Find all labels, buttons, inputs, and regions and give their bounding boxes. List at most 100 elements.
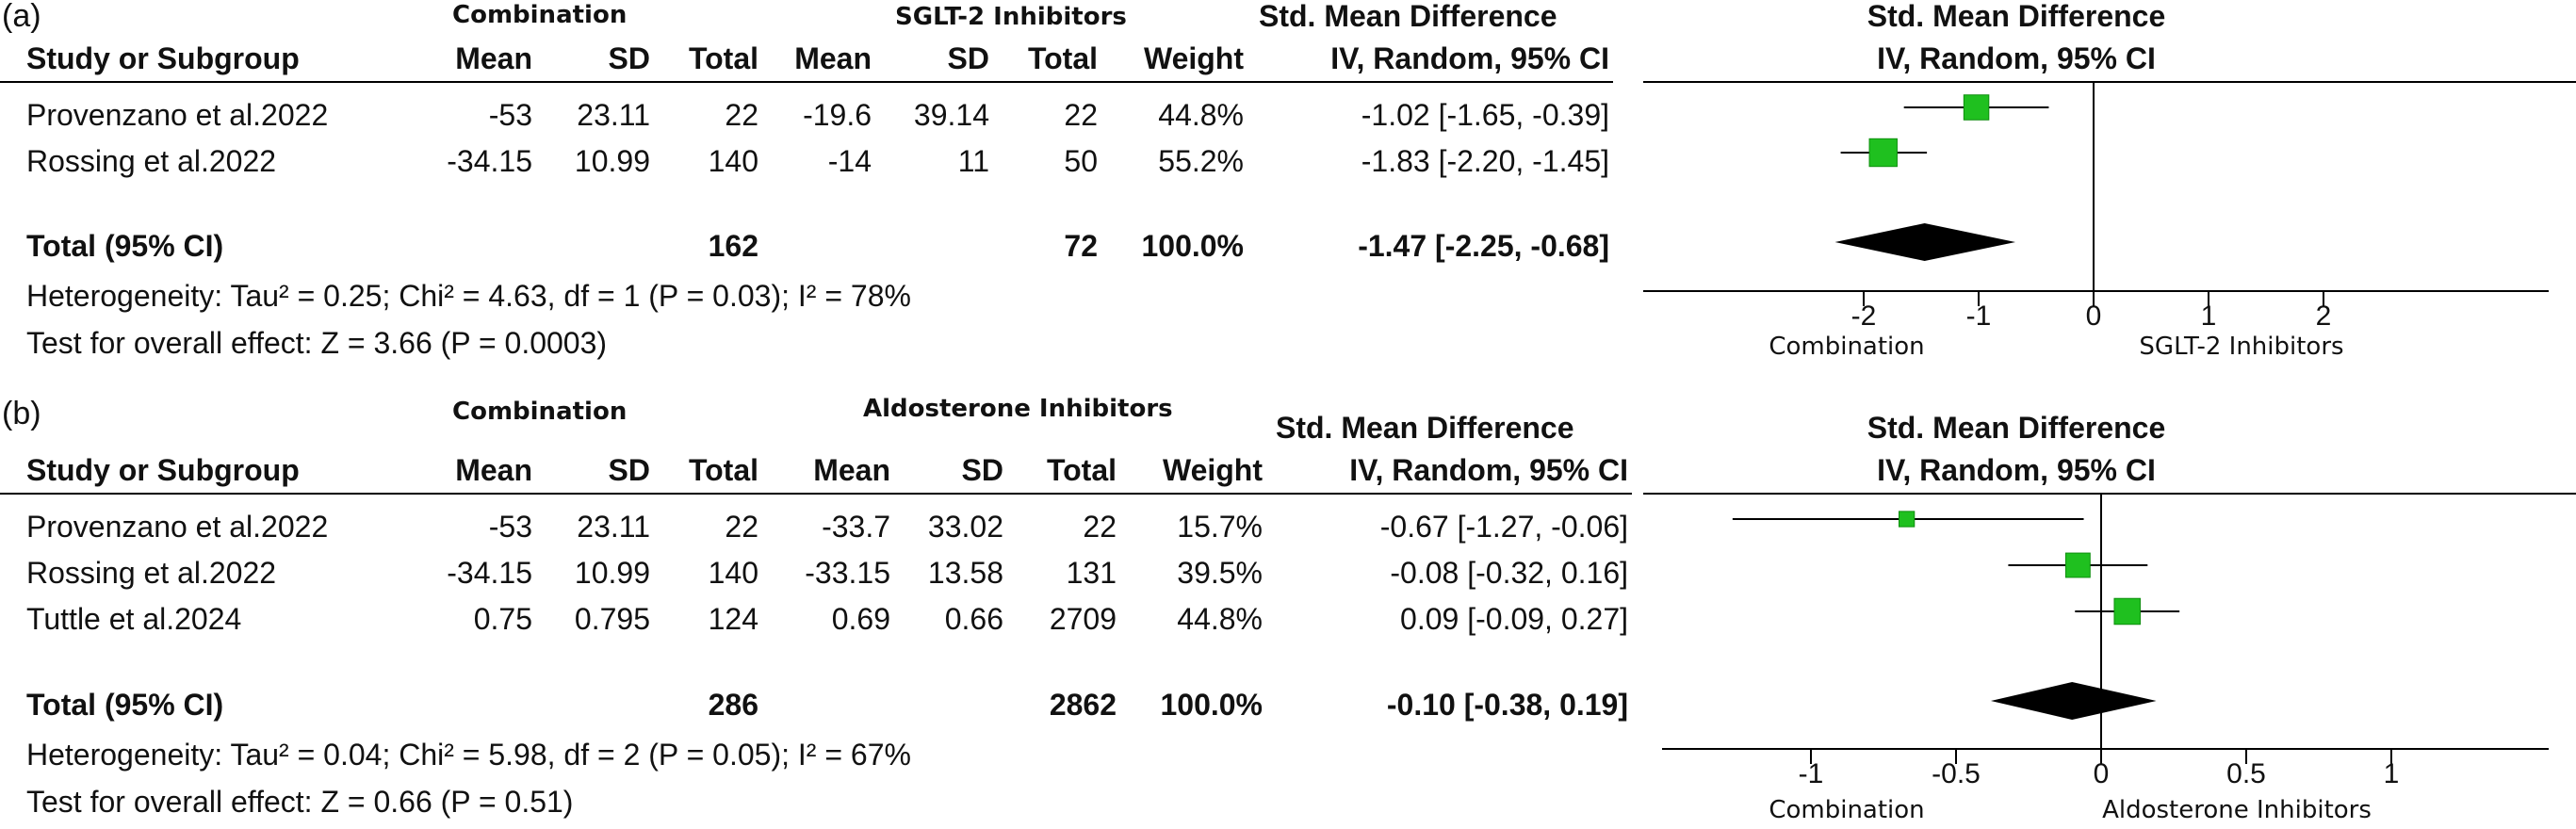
x-tick-label: 0: [2086, 301, 2102, 332]
study-name: Rossing et al.2022: [26, 144, 277, 178]
effect-square: [1898, 511, 1916, 528]
col-total2: Total: [1027, 41, 1098, 75]
x-tick-label: 1: [2384, 758, 2400, 789]
mean2: 0.69: [831, 602, 890, 636]
sd2: 33.02: [927, 510, 1003, 544]
effect-square: [1868, 138, 1898, 168]
total2: 22: [1064, 98, 1098, 132]
sd2: 39.14: [913, 98, 989, 132]
panel-label: (a): [2, 0, 41, 34]
x-tick-label: -2: [1851, 301, 1877, 332]
panel-label: (b): [2, 396, 41, 431]
total2: 131: [1066, 556, 1117, 590]
col-total2: Total: [1046, 453, 1117, 487]
mean2: -33.15: [805, 556, 890, 590]
plot-subtitle: IV, Random, 95% CI: [1877, 41, 2156, 75]
ci-text: -1.02 [-1.65, -0.39]: [1361, 98, 1609, 132]
favours-right-label: Aldosterone Inhibitors: [2102, 796, 2372, 824]
pooled-diamond: [1990, 682, 2157, 720]
col-total1: Total: [688, 41, 758, 75]
effect-square: [2113, 597, 2141, 626]
col-sd2: SD: [947, 41, 989, 75]
study-name: Rossing et al.2022: [26, 556, 277, 590]
overall-effect-text: Test for overall effect: Z = 3.66 (P = 0…: [26, 326, 608, 360]
total-label: Total (95% CI): [26, 229, 224, 263]
group2-header: SGLT-2 Inhibitors: [895, 3, 1127, 31]
x-tick-label: 0: [2094, 758, 2110, 789]
total2: 2709: [1049, 602, 1117, 636]
col-mean1: Mean: [455, 453, 532, 487]
overall-effect-text: Test for overall effect: Z = 0.66 (P = 0…: [26, 785, 574, 819]
total2: 22: [1083, 510, 1117, 544]
ci-text: -0.08 [-0.32, 0.16]: [1390, 556, 1628, 590]
header-divider: [0, 493, 1632, 495]
total1: 140: [708, 144, 758, 178]
sd2: 11: [957, 144, 989, 178]
weight: 55.2%: [1158, 144, 1244, 178]
mean1: -34.15: [447, 556, 532, 590]
total1: 140: [708, 556, 758, 590]
sd1: 10.99: [574, 144, 650, 178]
study-name: Provenzano et al.2022: [26, 98, 329, 132]
effect-square: [2064, 552, 2091, 578]
mean2: -14: [827, 144, 872, 178]
col-effect-sub: IV, Random, 95% CI: [1330, 41, 1609, 75]
effect-square: [1963, 94, 1990, 121]
total1: 22: [725, 98, 758, 132]
col-mean1: Mean: [455, 41, 532, 75]
col-study: Study or Subgroup: [26, 453, 300, 487]
pooled-diamond: [1834, 223, 2016, 261]
col-sd1: SD: [608, 41, 650, 75]
total-label: Total (95% CI): [26, 688, 224, 722]
col-total1: Total: [688, 453, 758, 487]
weight: 39.5%: [1177, 556, 1263, 590]
total2: 50: [1064, 144, 1098, 178]
ci-text: 0.09 [-0.09, 0.27]: [1400, 602, 1628, 636]
col-weight: Weight: [1162, 453, 1263, 487]
mean1: 0.75: [473, 602, 532, 636]
plot-header-divider: [1643, 493, 2576, 495]
x-tick-label: -0.5: [1932, 758, 1981, 789]
weight: 100.0%: [1160, 688, 1263, 722]
study-name: Provenzano et al.2022: [26, 510, 329, 544]
sd1: 23.11: [577, 510, 650, 544]
col-sd1: SD: [608, 453, 650, 487]
sd2: 0.66: [944, 602, 1003, 636]
header-divider: [0, 81, 1613, 83]
favours-left-label: Combination: [1769, 796, 1924, 824]
study-name: Tuttle et al.2024: [26, 602, 242, 636]
col-effect-sub: IV, Random, 95% CI: [1349, 453, 1628, 487]
col-study: Study or Subgroup: [26, 41, 300, 75]
effect-title: Std. Mean Difference: [1259, 0, 1557, 33]
col-weight: Weight: [1143, 41, 1244, 75]
ci-text: -1.47 [-2.25, -0.68]: [1358, 229, 1609, 263]
group2-header: Aldosterone Inhibitors: [863, 395, 1173, 423]
plot-title: Std. Mean Difference: [1867, 0, 2166, 33]
col-mean2: Mean: [813, 453, 890, 487]
plot-subtitle: IV, Random, 95% CI: [1877, 453, 2156, 487]
sd1: 10.99: [574, 556, 650, 590]
total1: 286: [708, 688, 758, 722]
ci-text: -0.10 [-0.38, 0.19]: [1386, 688, 1628, 722]
mean1: -53: [488, 98, 532, 132]
mean2: -33.7: [822, 510, 890, 544]
group1-header: Combination: [452, 1, 628, 29]
weight: 44.8%: [1158, 98, 1244, 132]
weight: 44.8%: [1177, 602, 1263, 636]
x-tick-label: 1: [2201, 301, 2217, 332]
heterogeneity-text: Heterogeneity: Tau² = 0.04; Chi² = 5.98,…: [26, 738, 911, 772]
total2: 2862: [1049, 688, 1117, 722]
x-tick-label: 0.5: [2226, 758, 2266, 789]
x-tick-label: -1: [1799, 758, 1824, 789]
total1: 124: [708, 602, 758, 636]
sd2: 13.58: [927, 556, 1003, 590]
group1-header: Combination: [452, 398, 628, 426]
sd1: 23.11: [577, 98, 650, 132]
mean1: -53: [488, 510, 532, 544]
ci-text: -1.83 [-2.20, -1.45]: [1361, 144, 1609, 178]
col-sd2: SD: [961, 453, 1003, 487]
plot-header-divider: [1643, 81, 2576, 83]
weight: 15.7%: [1177, 510, 1263, 544]
